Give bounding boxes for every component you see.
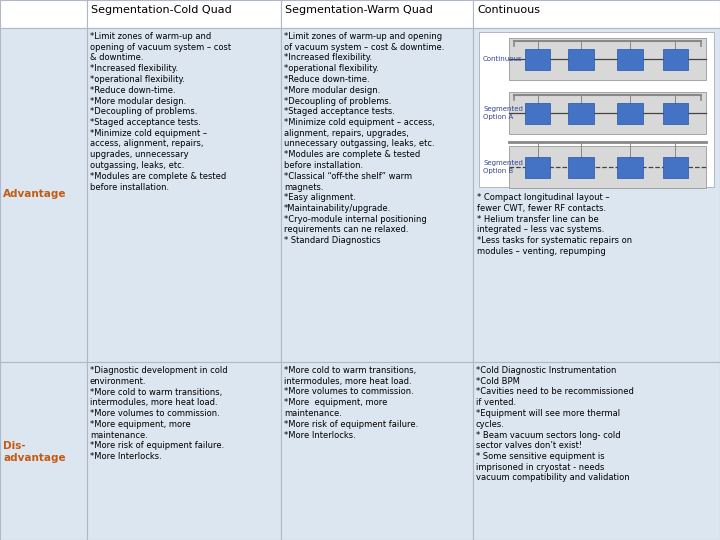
Bar xyxy=(87,0,281,28)
Bar xyxy=(0,28,87,362)
Text: * Compact longitudinal layout –
fewer CWT, fewer RF contacts.
* Helium transfer : * Compact longitudinal layout – fewer CW… xyxy=(477,193,632,256)
Bar xyxy=(525,49,550,70)
Bar xyxy=(281,0,473,28)
Bar xyxy=(568,49,594,70)
Bar xyxy=(662,49,688,70)
Text: *Limit zones of warm-up and opening
of vacuum system – cost & downtime.
*Increas: *Limit zones of warm-up and opening of v… xyxy=(284,32,444,245)
Bar xyxy=(473,0,720,28)
Text: Continuous: Continuous xyxy=(483,56,523,62)
Text: Segmentation-Warm Quad: Segmentation-Warm Quad xyxy=(285,5,433,15)
Text: Segmented
Option A: Segmented Option A xyxy=(483,106,523,119)
Bar xyxy=(0,362,87,540)
Bar xyxy=(509,38,706,80)
Text: Dis-
advantage: Dis- advantage xyxy=(3,441,66,463)
Bar xyxy=(662,157,688,178)
Bar xyxy=(281,28,473,362)
Bar xyxy=(617,49,643,70)
Bar xyxy=(525,103,550,124)
Text: Continuous: Continuous xyxy=(477,5,540,15)
Bar xyxy=(87,28,281,362)
Bar xyxy=(662,103,688,124)
Text: *More cold to warm transitions,
intermodules, more heat load.
*More volumes to c: *More cold to warm transitions, intermod… xyxy=(284,366,418,440)
Bar xyxy=(0,0,87,28)
Bar xyxy=(87,362,281,540)
Text: Segmentation-Cold Quad: Segmentation-Cold Quad xyxy=(91,5,232,15)
Bar xyxy=(473,28,720,362)
Bar xyxy=(509,146,706,188)
Bar xyxy=(479,32,714,187)
Bar xyxy=(617,103,643,124)
Text: *Diagnostic development in cold
environment.
*More cold to warm transitions,
int: *Diagnostic development in cold environm… xyxy=(90,366,228,461)
Bar xyxy=(525,157,550,178)
Bar xyxy=(473,362,720,540)
Text: *Cold Diagnostic Instrumentation
*Cold BPM
*Cavities need to be recommissioned
i: *Cold Diagnostic Instrumentation *Cold B… xyxy=(476,366,634,483)
Text: Advantage: Advantage xyxy=(3,189,66,199)
Text: *Limit zones of warm-up and
opening of vacuum system – cost
& downtime.
*Increas: *Limit zones of warm-up and opening of v… xyxy=(90,32,231,192)
Bar xyxy=(568,157,594,178)
Bar xyxy=(568,103,594,124)
Bar xyxy=(617,157,643,178)
Text: Segmented
Option B: Segmented Option B xyxy=(483,160,523,173)
Bar xyxy=(281,362,473,540)
Bar xyxy=(509,92,706,134)
